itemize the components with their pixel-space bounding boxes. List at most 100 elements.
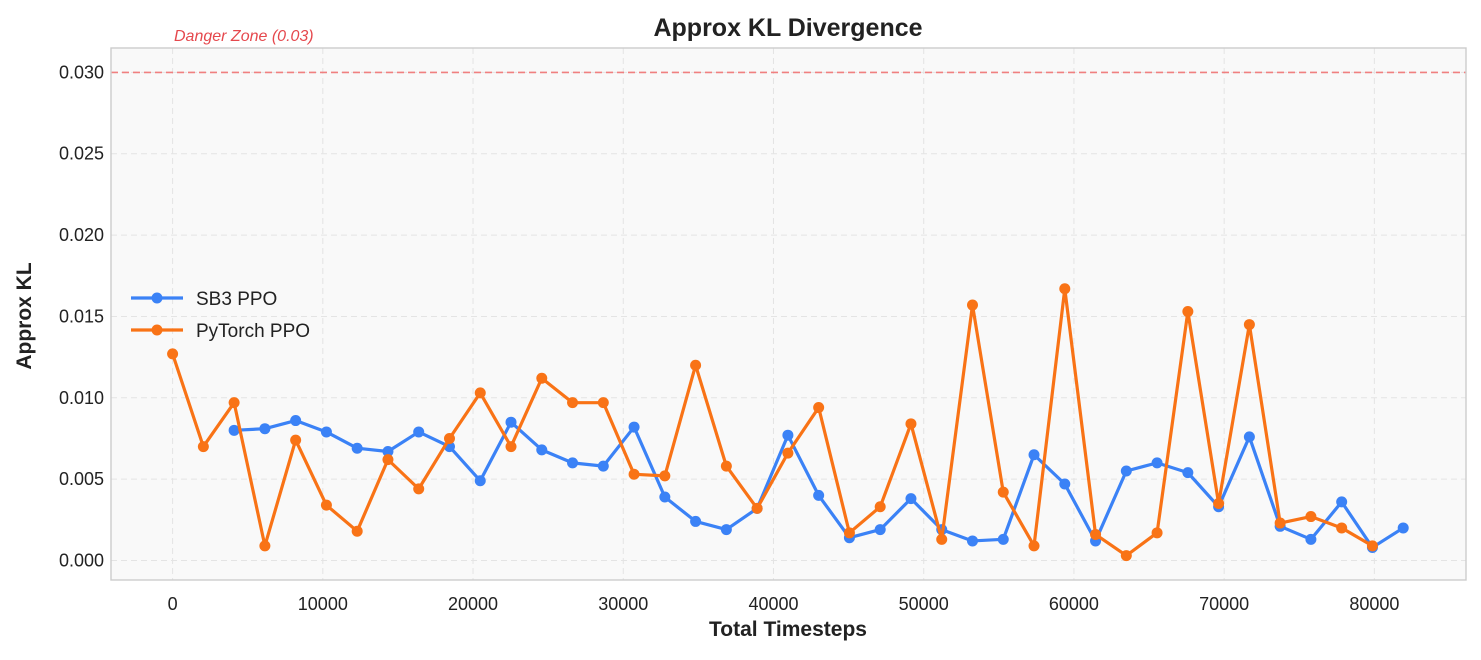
data-point-sb3-ppo (259, 423, 271, 435)
data-point-sb3-ppo (474, 475, 486, 487)
data-point-pytorch-ppo (597, 397, 609, 409)
y-axis-label: Approx KL (13, 262, 36, 370)
data-point-sb3-ppo (813, 489, 825, 501)
data-point-pytorch-ppo (997, 486, 1009, 498)
legend-label-pytorch-ppo: PyTorch PPO (196, 321, 310, 342)
legend-marker-pytorch-ppo (151, 324, 163, 336)
x-tick-label: 50000 (899, 594, 949, 614)
chart-title: Approx KL Divergence (653, 14, 922, 42)
y-tick-label: 0.025 (59, 144, 104, 164)
legend-label-sb3-ppo: SB3 PPO (196, 289, 277, 310)
data-point-pytorch-ppo (228, 397, 240, 409)
data-point-pytorch-ppo (751, 502, 763, 514)
data-point-sb3-ppo (1336, 496, 1348, 508)
data-point-pytorch-ppo (1336, 522, 1348, 534)
data-point-pytorch-ppo (1120, 550, 1132, 562)
y-tick-label: 0.005 (59, 469, 104, 489)
x-tick-label: 80000 (1349, 594, 1399, 614)
data-point-sb3-ppo (320, 426, 332, 438)
data-point-sb3-ppo (1397, 522, 1409, 534)
data-point-pytorch-ppo (966, 299, 978, 311)
legend-marker-sb3-ppo (151, 292, 163, 304)
data-point-sb3-ppo (690, 515, 702, 527)
data-point-pytorch-ppo (567, 397, 579, 409)
x-axis-label: Total Timesteps (709, 618, 867, 641)
data-point-pytorch-ppo (413, 483, 425, 495)
data-point-sb3-ppo (905, 493, 917, 505)
y-tick-label: 0.015 (59, 306, 104, 326)
data-point-pytorch-ppo (197, 441, 209, 453)
x-axis-ticks: 0 10000 20000 30000 40000 50000 60000 70000 8000… (168, 594, 1400, 614)
data-point-pytorch-ppo (259, 540, 271, 552)
series-line-pytorch-ppo (171, 287, 1374, 558)
data-point-pytorch-ppo (443, 432, 455, 444)
data-point-pytorch-ppo (1213, 498, 1225, 510)
legend: SB3 PPO PyTorch PPO (131, 289, 310, 342)
data-point-pytorch-ppo (290, 434, 302, 446)
data-point-sb3-ppo (567, 457, 579, 469)
data-point-pytorch-ppo (843, 527, 855, 539)
data-point-pytorch-ppo (474, 387, 486, 399)
data-point-pytorch-ppo (167, 348, 179, 360)
data-point-pytorch-ppo (782, 447, 794, 459)
data-point-pytorch-ppo (1028, 540, 1040, 552)
data-point-sb3-ppo (720, 524, 732, 536)
legend-entry-sb3-ppo: SB3 PPO (131, 289, 277, 310)
data-point-pytorch-ppo (659, 470, 671, 482)
data-point-pytorch-ppo (1151, 527, 1163, 539)
data-point-pytorch-ppo (505, 441, 517, 453)
data-point-sb3-ppo (1243, 431, 1255, 443)
data-point-sb3-ppo (1120, 465, 1132, 477)
data-point-pytorch-ppo (936, 533, 948, 545)
data-point-sb3-ppo (413, 426, 425, 438)
data-point-pytorch-ppo (874, 501, 886, 513)
data-point-pytorch-ppo (690, 359, 702, 371)
data-point-sb3-ppo (659, 491, 671, 503)
data-point-sb3-ppo (966, 535, 978, 547)
x-tick-label: 60000 (1049, 594, 1099, 614)
data-point-sb3-ppo (290, 415, 302, 427)
data-point-sb3-ppo (1151, 457, 1163, 469)
y-tick-label: 0.000 (59, 550, 104, 570)
series-layer (167, 283, 1409, 562)
x-tick-label: 30000 (598, 594, 648, 614)
y-tick-label: 0.030 (59, 62, 104, 82)
data-point-sb3-ppo (597, 460, 609, 472)
x-tick-label: 10000 (298, 594, 348, 614)
data-point-pytorch-ppo (813, 402, 825, 414)
legend-entry-pytorch-ppo: PyTorch PPO (131, 321, 310, 342)
data-point-sb3-ppo (1028, 449, 1040, 461)
x-tick-label: 70000 (1199, 594, 1249, 614)
data-point-sb3-ppo (997, 533, 1009, 545)
x-tick-label: 0 (168, 594, 178, 614)
data-point-pytorch-ppo (1059, 283, 1071, 295)
x-tick-label: 20000 (448, 594, 498, 614)
data-point-pytorch-ppo (1274, 517, 1286, 529)
data-point-pytorch-ppo (536, 372, 548, 384)
data-point-pytorch-ppo (320, 499, 332, 511)
data-point-pytorch-ppo (720, 460, 732, 472)
data-point-pytorch-ppo (1090, 528, 1102, 540)
data-point-sb3-ppo (1305, 533, 1317, 545)
data-point-pytorch-ppo (628, 468, 640, 480)
data-point-pytorch-ppo (382, 454, 394, 466)
y-axis-ticks: 0.000 0.005 0.010 0.015 0.020 0.025 0.030 (59, 62, 104, 570)
data-point-sb3-ppo (505, 416, 517, 428)
data-point-pytorch-ppo (905, 418, 917, 430)
y-tick-label: 0.020 (59, 225, 104, 245)
data-point-sb3-ppo (536, 444, 548, 456)
data-point-sb3-ppo (874, 524, 886, 536)
data-point-sb3-ppo (782, 429, 794, 441)
data-point-pytorch-ppo (1182, 306, 1194, 318)
data-point-sb3-ppo (1059, 478, 1071, 490)
data-point-sb3-ppo (382, 445, 394, 457)
y-tick-label: 0.010 (59, 388, 104, 408)
plot-frame (110, 47, 1467, 581)
data-point-sb3-ppo (1182, 467, 1194, 479)
data-point-sb3-ppo (628, 421, 640, 433)
data-point-sb3-ppo (351, 442, 363, 454)
data-point-sb3-ppo (228, 424, 240, 436)
series-pytorch-ppo (167, 283, 1378, 562)
